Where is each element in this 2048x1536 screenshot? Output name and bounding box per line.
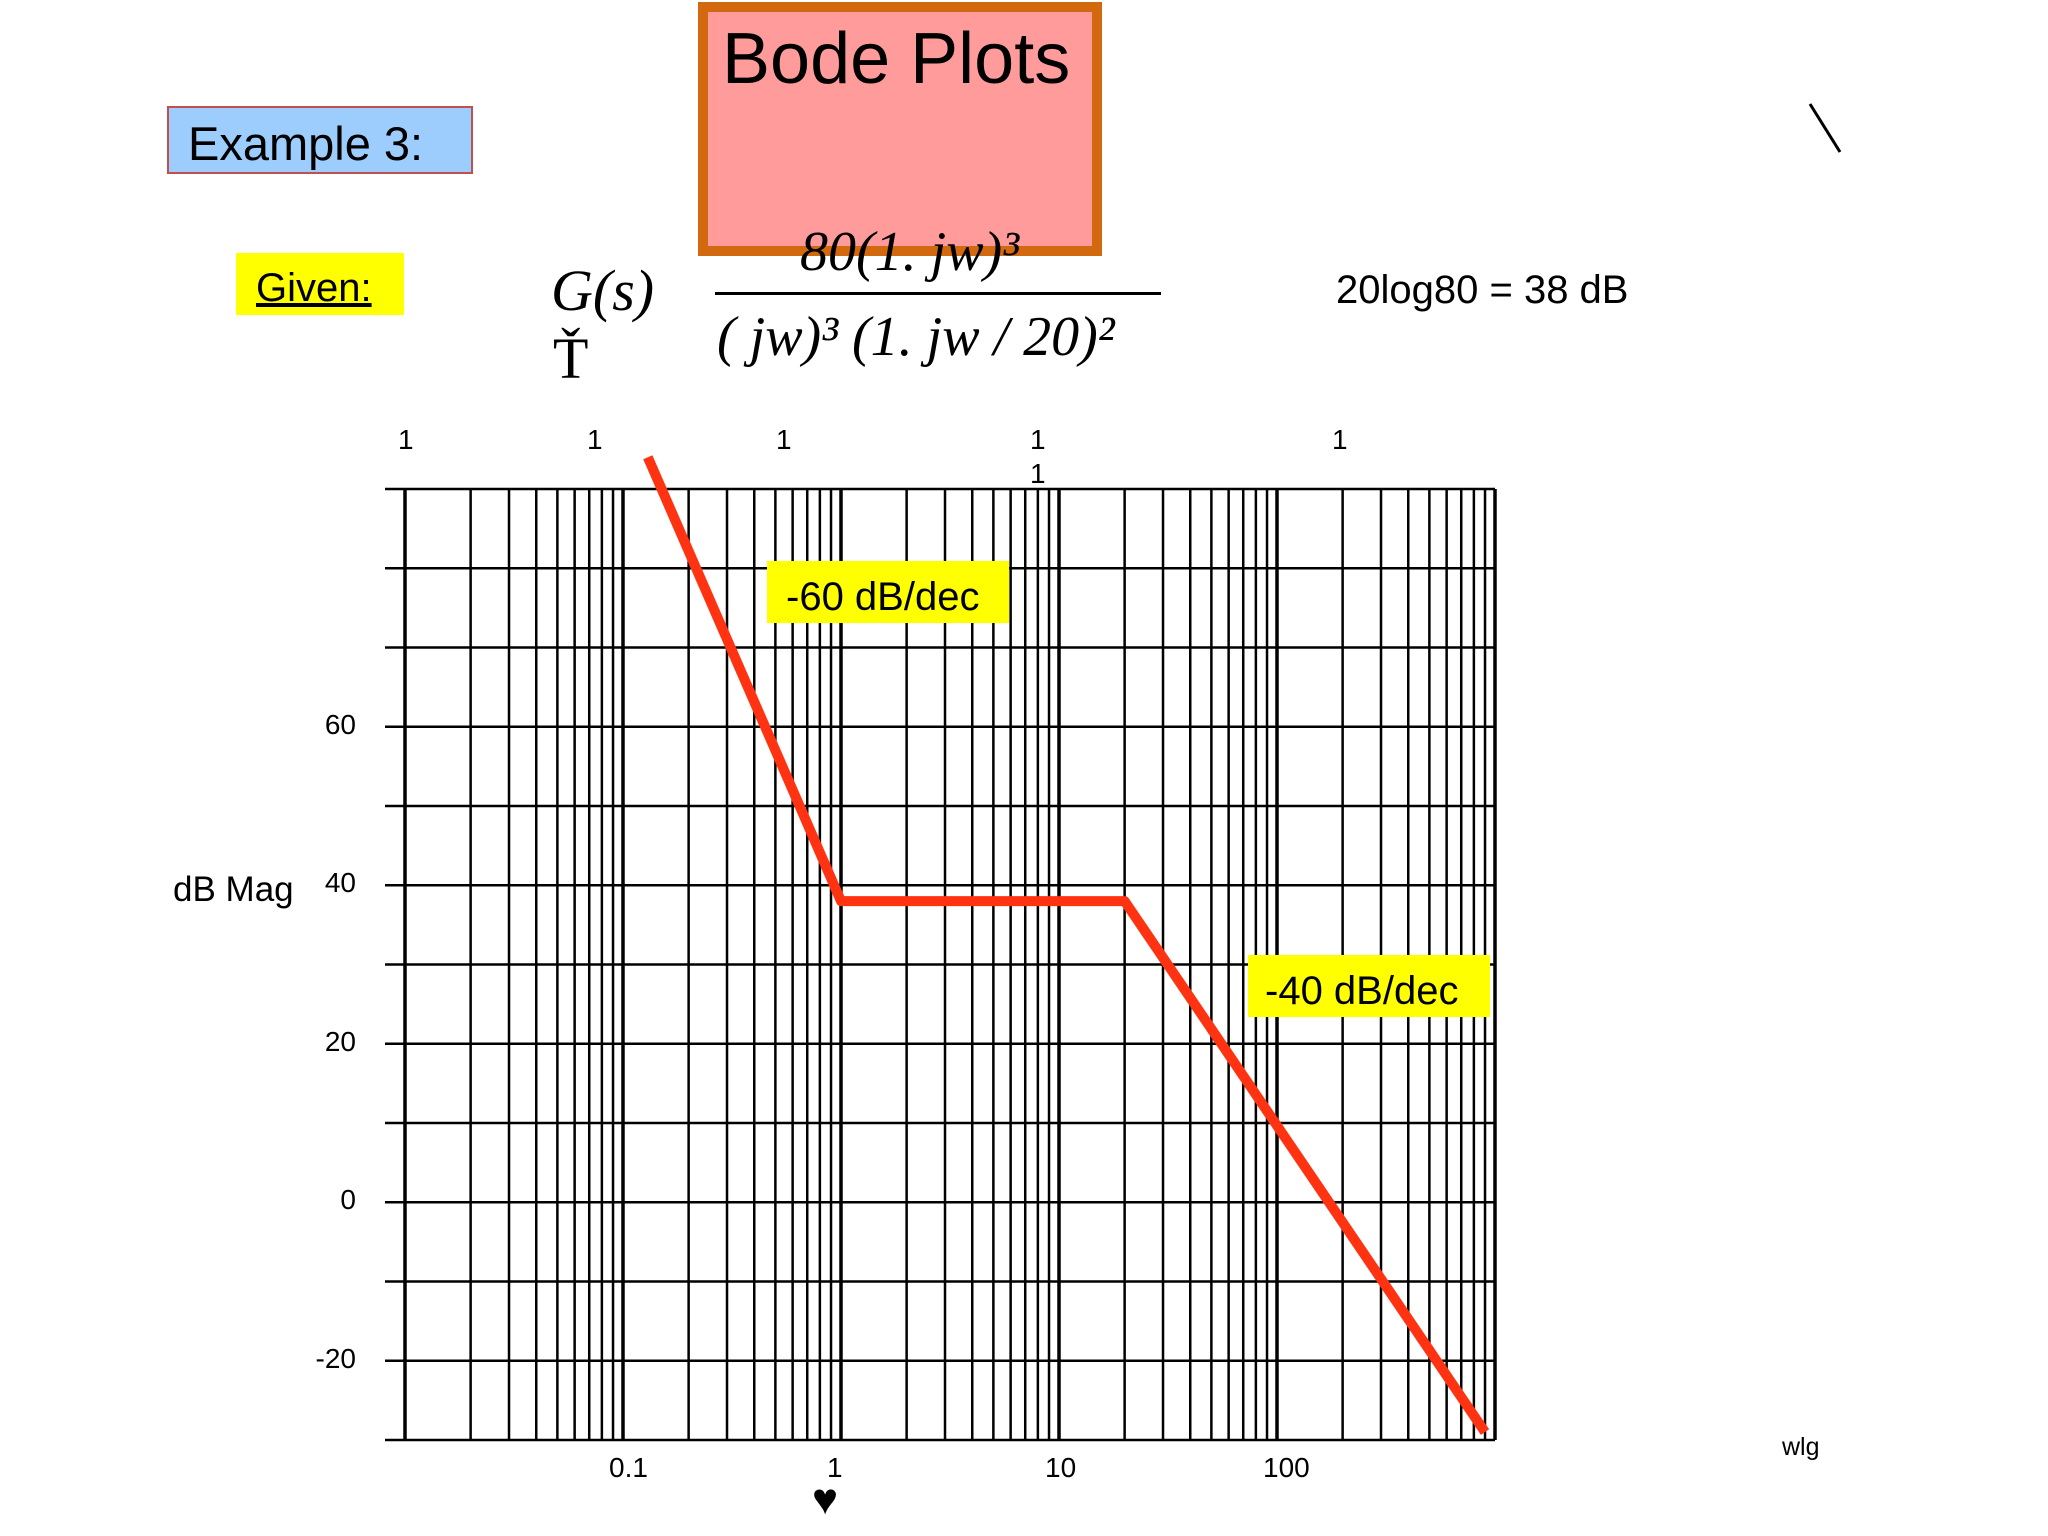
fraction-bar <box>715 292 1161 295</box>
x-tick-label: 10 <box>1045 1452 1077 1483</box>
y-axis-label: dB Mag <box>173 870 294 909</box>
corner-slash-mark <box>1808 103 1842 153</box>
title-box <box>698 2 1102 256</box>
gain-note: 20log80 = 38 dB <box>1336 268 1629 312</box>
formula-denominator: ( jw)³ (1. jw / 20)² <box>717 306 1115 368</box>
series-layer <box>643 455 1490 1435</box>
formula-numerator: 80(1. jw)³ <box>800 221 1019 283</box>
top-mark: 1 <box>776 424 792 455</box>
magnitude-asymptote-line <box>643 455 1490 1435</box>
top-mark: 1 <box>1030 424 1046 455</box>
y-tick-label: 60 <box>324 708 356 740</box>
y-tick-label: -20 <box>315 1342 356 1374</box>
y-tick-label: 20 <box>324 1025 356 1057</box>
y-tick-label: 0 <box>340 1184 356 1216</box>
given-label: Given: <box>256 266 372 310</box>
y-tick-label: 40 <box>324 867 356 899</box>
formula-lhs: G(s) <box>551 258 655 323</box>
slope-annotation-box <box>1248 955 1490 1017</box>
slope-annotation-box <box>767 561 1009 623</box>
top-mark: 1 <box>1030 458 1046 489</box>
x-tick-label: 100 <box>1263 1452 1310 1483</box>
x-tick-label: 0.1 <box>609 1452 648 1483</box>
top-mark: 1 <box>398 424 414 455</box>
given-box <box>236 253 404 315</box>
top-mark: 1 <box>587 424 603 455</box>
example-box <box>167 106 473 174</box>
x-axis-label: wlg <box>1782 1433 1820 1461</box>
formula-equals-glyph: Ť <box>553 326 589 391</box>
page-title: Bode Plots <box>722 19 1071 99</box>
heart-icon: ♥ <box>812 1475 839 1524</box>
top-mark: 1 <box>1332 424 1348 455</box>
slope-annotation-60: -60 dB/dec <box>786 575 980 619</box>
x-tick-label: 1 <box>827 1452 843 1483</box>
slope-annotation-40: -40 dB/dec <box>1265 969 1459 1013</box>
example-label: Example 3: <box>188 117 424 170</box>
